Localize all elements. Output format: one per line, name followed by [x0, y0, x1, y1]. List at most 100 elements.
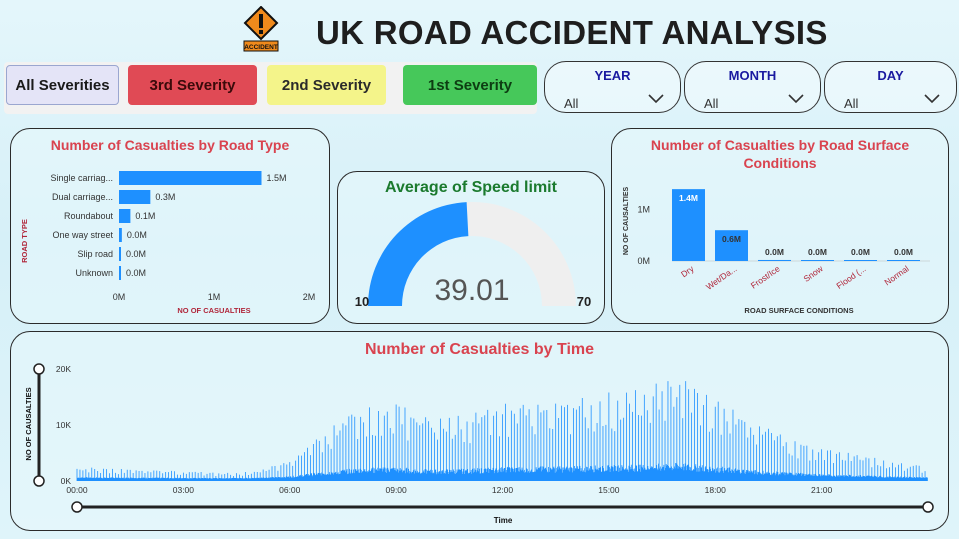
time-x-tick: 09:00: [385, 485, 407, 495]
road-surface-category-label: Flood (...: [834, 263, 867, 290]
chevron-down-icon[interactable]: [924, 92, 940, 104]
time-x-tick: 12:00: [492, 485, 514, 495]
road-type-data-label: 1.5M: [267, 173, 287, 183]
3rd-severity-button[interactable]: 3rd Severity: [128, 65, 257, 105]
road-type-x-tick: 2M: [303, 292, 316, 302]
road-surface-category-label: Frost/Ice: [749, 263, 782, 290]
accident-logo: ACCIDENT: [242, 5, 280, 52]
road-type-bar: [119, 228, 122, 242]
time-chart-card: Number of Casualties by Time NO OF CAUSA…: [10, 331, 949, 531]
road-surface-bar: [758, 259, 791, 261]
road-surface-bar: [672, 189, 705, 261]
road-surface-bar-chart: NO OF CAUSALTIES ROAD SURFACE CONDITIONS…: [623, 187, 930, 315]
chevron-down-icon[interactable]: [648, 92, 664, 104]
road-type-bar: [119, 209, 131, 223]
month-slicer-value: All: [704, 96, 719, 111]
road-type-data-label: 0.0M: [127, 230, 147, 240]
road-type-category-label: Roundabout: [64, 211, 114, 221]
road-type-category-label: Single carriag...: [50, 173, 113, 183]
year-slicer-label: YEAR: [594, 68, 631, 83]
road-type-chart-card: Number of Casualties by Road Type ROAD T…: [10, 128, 330, 324]
road-type-y-axis-label: ROAD TYPE: [20, 219, 29, 263]
road-surface-bar: [801, 260, 834, 261]
road-type-category-label: Slip road: [77, 249, 113, 259]
road-type-x-tick: 0M: [113, 292, 126, 302]
time-y-tick: 0K: [61, 476, 72, 486]
road-type-x-axis-label: NO OF CASUALTIES: [177, 306, 250, 315]
road-type-data-label: 0.0M: [126, 249, 146, 259]
road-surface-category-label: Snow: [801, 263, 825, 284]
time-y-axis-label: NO OF CAUSALTIES: [24, 387, 33, 460]
time-y-tick: 10K: [56, 420, 71, 430]
all-severities-button[interactable]: All Severities: [6, 65, 119, 105]
gauge-value-arc: [368, 202, 469, 306]
road-type-bar: [119, 266, 121, 280]
chevron-down-icon[interactable]: [788, 92, 804, 104]
time-x-tick: 03:00: [173, 485, 195, 495]
road-surface-data-label: 0.0M: [894, 247, 913, 257]
page-title: UK ROAD ACCIDENT ANALYSIS: [316, 14, 828, 51]
svg-text:ACCIDENT: ACCIDENT: [244, 44, 278, 51]
road-type-bar: [119, 190, 151, 204]
time-x-tick: 15:00: [598, 485, 620, 495]
road-surface-data-label: 0.0M: [851, 247, 870, 257]
time-x-tick: 18:00: [705, 485, 727, 495]
gauge-max-label: 70: [577, 294, 591, 309]
road-surface-category-label: Dry: [679, 263, 696, 279]
y-range-slider-handle[interactable]: [33, 475, 45, 487]
road-type-chart-title: Number of Casualties by Road Type: [50, 137, 290, 153]
road-surface-data-label: 0.0M: [808, 247, 827, 257]
road-surface-y-tick: 0M: [637, 256, 650, 266]
road-surface-bar: [844, 260, 877, 261]
speed-gauge-title: Average of Speed limit: [385, 179, 557, 196]
time-x-axis-label: Time: [494, 516, 513, 525]
road-type-bar: [119, 171, 262, 185]
road-type-category-label: Dual carriage...: [52, 192, 113, 202]
road-type-data-label: 0.0M: [126, 268, 146, 278]
speed-gauge-card: Average of Speed limit 39.01 10 70: [337, 171, 605, 324]
road-type-bar-chart: ROAD TYPE NO OF CASUALTIES Single carria…: [20, 171, 316, 315]
road-surface-x-axis-label: ROAD SURFACE CONDITIONS: [744, 306, 853, 315]
time-y-tick: 20K: [56, 364, 71, 374]
road-surface-category-label: Wet/Da...: [704, 263, 739, 291]
road-surface-bar: [887, 260, 920, 261]
x-range-slider-handle[interactable]: [922, 501, 934, 513]
day-slicer-value: All: [844, 96, 859, 111]
gauge-value: 39.01: [434, 274, 509, 307]
road-type-category-label: One way street: [52, 230, 113, 240]
time-x-tick: 00:00: [66, 485, 88, 495]
road-type-data-label: 0.1M: [135, 211, 155, 221]
y-range-slider-handle[interactable]: [33, 363, 45, 375]
day-slicer-label: DAY: [877, 68, 904, 83]
gauge-min-label: 10: [355, 294, 369, 309]
day-slicer[interactable]: DAY All: [824, 61, 957, 113]
road-surface-y-axis-label: NO OF CAUSALTIES: [623, 187, 630, 256]
month-slicer-label: MONTH: [728, 68, 777, 83]
speed-gauge: 39.01 10 70: [355, 202, 591, 309]
road-type-x-tick: 1M: [208, 292, 221, 302]
time-x-tick: 21:00: [811, 485, 833, 495]
road-surface-category-label: Normal: [882, 263, 910, 287]
road-surface-bar: [715, 230, 748, 261]
time-x-tick: 06:00: [279, 485, 301, 495]
road-type-category-label: Unknown: [75, 268, 113, 278]
road-surface-data-label: 1.4M: [679, 193, 698, 203]
gauge-track: [466, 202, 576, 306]
severity-filter-group: All Severities 3rd Severity 2nd Severity…: [4, 62, 537, 114]
time-bar-chart: NO OF CAUSALTIES Time 0K 10K 20K 00:00 03:00…: [24, 363, 934, 525]
road-type-data-label: 0.3M: [155, 192, 175, 202]
road-surface-y-tick: 1M: [637, 205, 650, 215]
road-surface-chart-card: Number of Casualties by Road Surface Con…: [611, 128, 949, 324]
road-surface-chart-title: Number of Casualties by Road Surface Con…: [650, 137, 910, 171]
time-chart-title: Number of Casualties by Time: [364, 341, 595, 358]
road-surface-data-label: 0.0M: [765, 247, 784, 257]
x-range-slider-handle[interactable]: [71, 501, 83, 513]
year-slicer-value: All: [564, 96, 579, 111]
month-slicer[interactable]: MONTH All: [684, 61, 821, 113]
2nd-severity-button[interactable]: 2nd Severity: [267, 65, 386, 105]
road-type-bar: [119, 247, 121, 261]
time-bars: [76, 381, 928, 481]
1st-severity-button[interactable]: 1st Severity: [403, 65, 537, 105]
year-slicer[interactable]: YEAR All: [544, 61, 681, 113]
road-surface-data-label: 0.6M: [722, 234, 741, 244]
